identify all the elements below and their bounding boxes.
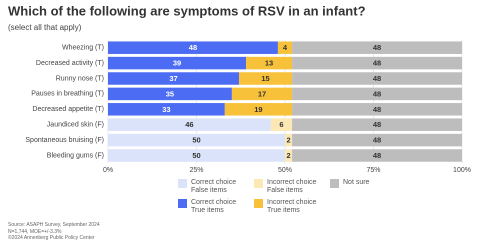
data-label: 13	[265, 59, 273, 68]
data-label: 4	[283, 43, 288, 52]
category-label: Decreased appetite (T)	[32, 106, 104, 113]
bar-segment	[292, 133, 462, 147]
legend-swatch	[330, 179, 339, 188]
category-label: Bleeding gums (F)	[47, 152, 104, 159]
bar-segment	[231, 87, 293, 101]
data-label: 48	[373, 74, 381, 83]
data-label: 48	[373, 43, 381, 52]
bar-segment	[246, 56, 293, 70]
bar-segment	[277, 41, 293, 54]
bar-segment	[108, 41, 278, 54]
legend-item: Correct choice True items	[178, 199, 254, 217]
legend-swatch	[178, 179, 187, 188]
bar-segment	[292, 41, 462, 54]
data-label: 46	[185, 120, 193, 129]
note: N=1,744, MOE=+/-3.3%	[8, 228, 62, 235]
bar-segment	[285, 149, 293, 162]
data-label: 19	[254, 105, 262, 114]
category-label: Decreased activity (T)	[36, 60, 104, 67]
legend-item: Incorrect choice False items	[254, 179, 330, 197]
legend-label: Incorrect choice True items	[267, 199, 317, 214]
notes: Source: ASAPH Survey, September 2024 N=1,…	[8, 222, 100, 242]
bar-segment	[270, 118, 293, 131]
data-label: 2	[286, 151, 290, 160]
bar-segment	[292, 56, 462, 70]
x-tick-label: 75%	[366, 167, 380, 174]
data-label: 2	[286, 136, 290, 145]
data-label: 48	[189, 43, 197, 52]
data-label: 48	[373, 151, 381, 160]
x-tick-label: 100%	[453, 167, 471, 174]
category-label: Wheezing (T)	[62, 45, 104, 52]
legend-label: Correct choice True items	[191, 199, 237, 214]
data-label: 50	[192, 136, 200, 145]
bar-segment	[292, 72, 462, 85]
bar-segment	[108, 149, 285, 162]
legend-label: Not sure	[343, 179, 370, 186]
x-tick-label: 50%	[278, 167, 292, 174]
data-label: 48	[373, 105, 381, 114]
category-label: Spontaneous bruising (F)	[25, 137, 104, 144]
bar-segment	[108, 118, 271, 131]
data-label: 15	[261, 74, 269, 83]
chart-title: Which of the following are symptoms of R…	[8, 3, 366, 18]
bar-segment	[292, 103, 462, 116]
bar-segment	[108, 87, 232, 101]
legend-swatch	[254, 199, 263, 208]
legend-label: Incorrect choice False items	[267, 179, 317, 194]
legend-item: Not sure	[330, 179, 406, 197]
data-label: 35	[166, 89, 174, 98]
data-label: 39	[173, 59, 181, 68]
data-label: 37	[169, 74, 177, 83]
category-label: Pauses in breathing (T)	[31, 91, 104, 98]
bar-segment	[285, 133, 293, 147]
data-label: 48	[373, 136, 381, 145]
bar-segment	[292, 87, 462, 101]
data-label: 17	[258, 89, 266, 98]
note: Source: ASAPH Survey, September 2024	[8, 222, 100, 228]
bar-segment	[108, 133, 285, 147]
data-label: 33	[162, 105, 170, 114]
chart-subtitle: (select all that apply)	[8, 23, 82, 32]
data-label: 50	[192, 151, 200, 160]
bar-segment	[108, 72, 239, 85]
data-label: 48	[373, 120, 381, 129]
bar-segment	[108, 103, 225, 116]
category-label: Jaundiced skin (F)	[47, 122, 104, 129]
bar-segment	[238, 72, 293, 85]
legend-swatch	[254, 179, 263, 188]
bar-segment	[292, 149, 462, 162]
note: ©2024 Annenberg Public Policy Center	[8, 235, 95, 241]
data-label: 48	[373, 59, 381, 68]
legend-item: Correct choice False items	[178, 179, 254, 197]
x-tick-label: 25%	[189, 167, 203, 174]
legend-label: Correct choice False items	[191, 179, 237, 194]
data-label: 48	[373, 89, 381, 98]
data-label: 6	[279, 120, 283, 129]
bar-segment	[224, 103, 293, 116]
legend-item: Incorrect choice True items	[254, 199, 330, 217]
bar-segment	[108, 56, 247, 70]
bar-segment	[292, 118, 462, 131]
x-tick-label: 0%	[103, 167, 113, 174]
category-label: Runny nose (T)	[56, 75, 104, 82]
legend-swatch	[178, 199, 187, 208]
legend: Correct choice False items Correct choice…	[178, 179, 406, 217]
